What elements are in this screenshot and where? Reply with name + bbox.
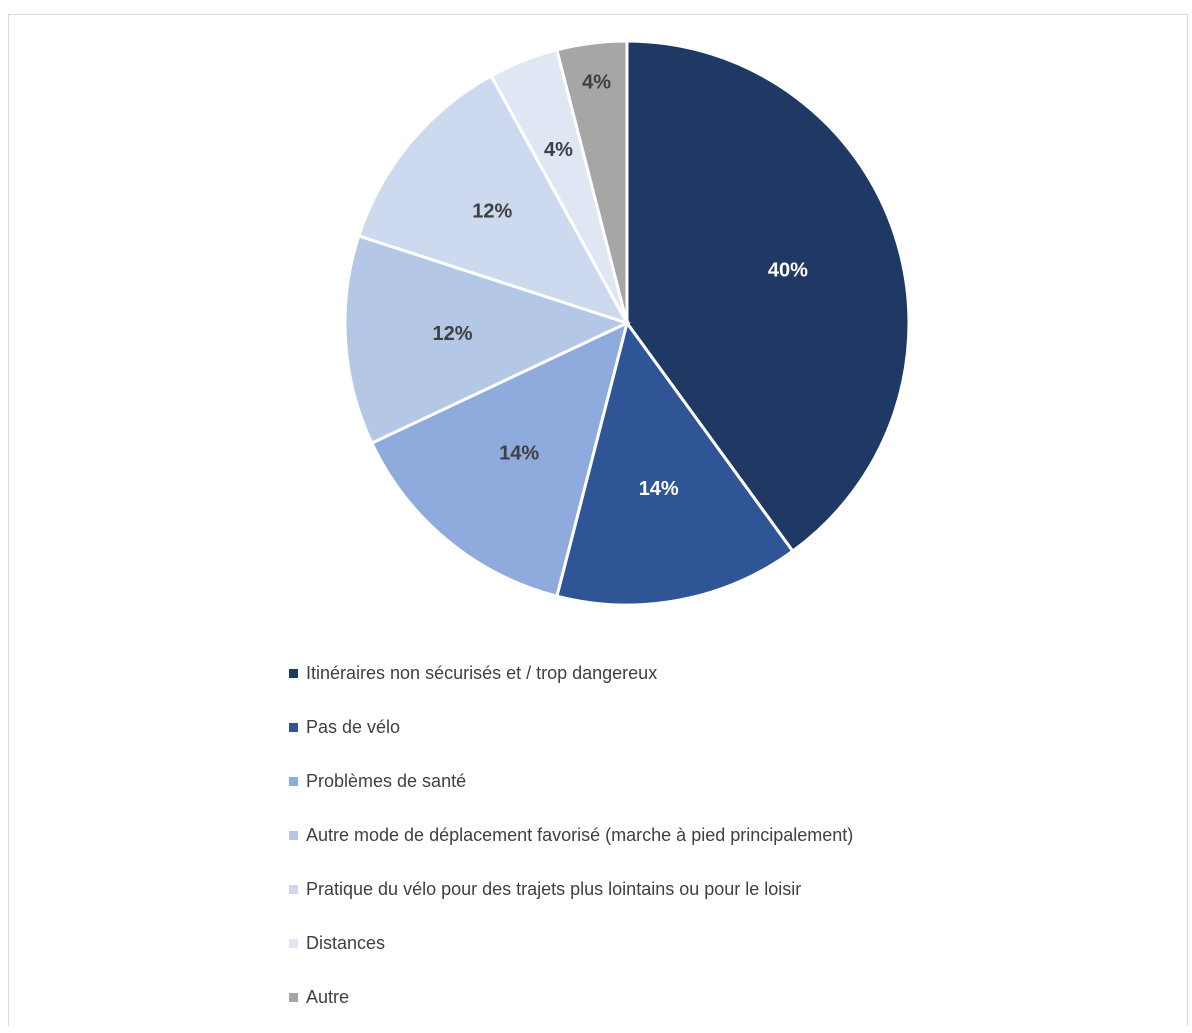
legend-item-5: Pratique du vélo pour des trajets plus l… [289,871,1169,907]
legend-swatch [289,992,298,1002]
legend-swatch [289,776,298,786]
legend-swatch [289,830,298,840]
chart-legend: Itinéraires non sécurisés et / trop dang… [289,655,1169,1033]
data-label-2: 14% [639,478,679,500]
legend-item-2: Pas de vélo [289,709,1169,745]
pie-slice-7 [555,39,629,324]
legend-label: Autre [306,986,350,1007]
legend-item-6: Distances [289,925,1169,961]
pie-slice-3 [369,320,630,598]
data-label-7: 4% [582,71,611,93]
legend-item-1: Itinéraires non sécurisés et / trop dang… [289,655,1169,691]
legend-label: Problèmes de santé [306,770,467,791]
pie-slice-5 [356,73,631,326]
legend-item-4: Autre mode de déplacement favorisé (marc… [289,817,1169,853]
pie-slice-2 [555,319,795,607]
legend-item-7: Autre [289,979,1169,1015]
pie-slice-4 [343,233,632,446]
legend-label: Autre mode de déplacement favorisé (marc… [306,824,854,845]
legend-item-3: Problèmes de santé [289,763,1169,799]
legend-swatch [289,884,298,894]
legend-swatch [289,938,298,948]
chart-area: 40% 14% 14% 12% 12% 4% 4% Itinéraires non sécu… [8,14,1188,1026]
data-label-6: 4% [544,139,573,161]
data-label-5: 12% [472,201,512,223]
data-label-4: 12% [432,323,472,345]
pie-chart: 40% 14% 14% 12% 12% 4% 4% [343,39,911,607]
legend-swatch [289,722,298,732]
data-label-1: 40% [768,260,808,282]
legend-label: Itinéraires non sécurisés et / trop dang… [306,662,658,683]
data-label-3: 14% [499,442,539,464]
legend-label: Pas de vélo [306,716,401,737]
legend-label: Distances [306,932,386,953]
legend-swatch [289,668,298,678]
legend-label: Pratique du vélo pour des trajets plus l… [306,878,802,899]
pie-slice-1 [625,39,911,554]
